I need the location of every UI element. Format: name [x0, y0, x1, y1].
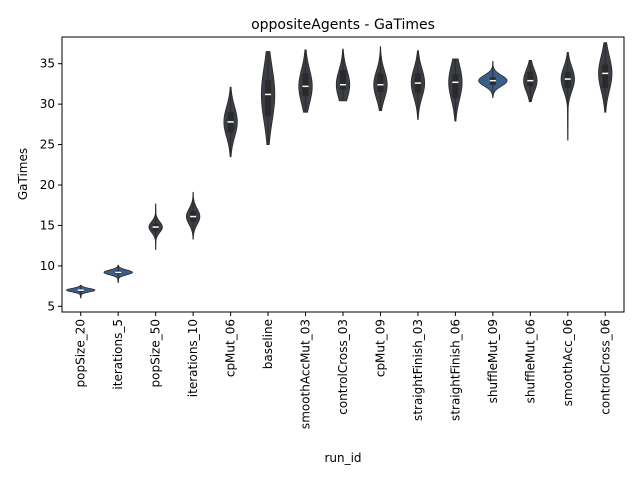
- violin-iqr-box: [377, 73, 384, 92]
- violin-iqr-box: [265, 79, 272, 117]
- y-axis: 5 10 15 20 25 30 35: [40, 57, 62, 313]
- x-tick-label: cpMut_06: [224, 319, 238, 377]
- x-tick-label: cpMut_09: [373, 319, 387, 377]
- x-axis: popSize_20 iterations_5 popSize_50 iteratio…: [74, 312, 612, 429]
- x-tick-label: baseline: [261, 319, 275, 369]
- y-tick-label: 5: [47, 299, 55, 313]
- plot-area: [66, 42, 613, 299]
- x-tick-label: controlCross_03: [336, 319, 350, 415]
- y-tick-label: 15: [40, 218, 55, 232]
- x-tick-label: iterations_10: [186, 319, 200, 397]
- x-tick-label: smoothAccMut_03: [299, 319, 313, 429]
- violin-iqr-box: [527, 71, 534, 87]
- x-tick-label: popSize_50: [149, 319, 163, 387]
- violin-iqr-box: [340, 70, 346, 90]
- y-tick-label: 20: [40, 178, 55, 192]
- violin-iqr-box: [302, 73, 309, 97]
- x-tick-label: controlCross_06: [598, 319, 612, 415]
- y-tick-label: 30: [40, 97, 55, 111]
- x-tick-label: straightFinish_03: [411, 319, 425, 421]
- violin-iqr-box: [564, 71, 571, 88]
- chart-title: oppositeAgents - GaTimes: [251, 17, 435, 33]
- x-tick-label: shuffleMut_06: [523, 319, 537, 403]
- x-tick-label: straightFinish_06: [448, 319, 462, 421]
- x-axis-label: run_id: [324, 451, 361, 465]
- x-tick-label: iterations_5: [111, 319, 125, 390]
- y-tick-label: 35: [40, 57, 55, 71]
- y-tick-label: 25: [40, 138, 55, 152]
- x-tick-label: shuffleMut_09: [486, 319, 500, 403]
- violin-iqr-box: [602, 64, 609, 88]
- x-tick-label: smoothAcc_06: [561, 319, 575, 406]
- x-tick-label: popSize_20: [74, 319, 88, 387]
- y-axis-label: GaTimes: [16, 148, 30, 200]
- violin-iqr-box: [452, 74, 459, 98]
- y-tick-label: 10: [40, 259, 55, 273]
